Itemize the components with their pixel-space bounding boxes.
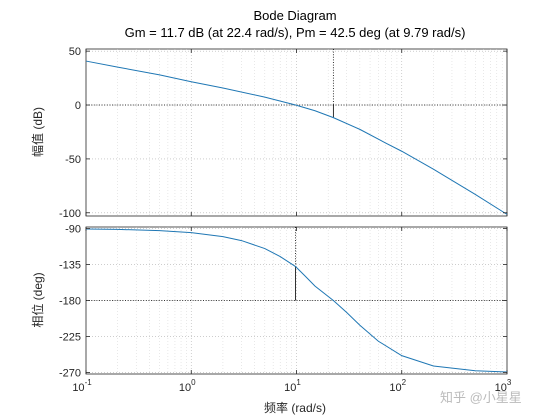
x-tick-label: 102 [389,378,406,394]
y-tick-label: -180 [59,296,81,308]
y-tick-label: -100 [59,208,81,220]
y-tick-label: 50 [69,46,81,58]
magnitude-series [85,60,508,215]
magnitude-y-label: 幅值 (dB) [30,107,45,157]
y-tick-label: -135 [59,260,81,272]
phase-y-ticks: -90 -135 -180 -225 -270 [59,224,507,379]
phase-series-line [85,228,508,373]
x-tick-label: 101 [284,378,301,394]
chart-subtitle: Gm = 11.7 dB (at 22.4 rad/s), Pm = 42.5 … [125,25,466,40]
x-axis-label: 频率 (rad/s) [264,400,326,415]
x-axis-ticks: 10-1 100 101 102 103 [72,378,512,394]
phase-y-label: 相位 (deg) [30,272,45,327]
chart-title: Bode Diagram [253,8,336,23]
phase-series [85,228,508,373]
magnitude-series-line [85,60,508,215]
magnitude-y-ticks: 50 0 -50 -100 [59,46,507,220]
y-tick-label: -90 [65,224,81,236]
x-tick-label: 10-1 [72,378,92,394]
phase-panel: -90 -135 -180 -225 -270 相位 (deg) [30,224,508,379]
y-tick-label: 0 [75,100,81,112]
y-tick-label: -270 [59,367,81,379]
watermark: 知乎 @小星星 [440,390,522,405]
phase-grid [85,227,508,374]
x-tick-label: 100 [179,378,196,394]
y-tick-label: -225 [59,331,81,343]
y-tick-label: -50 [65,154,81,166]
x-tick-label: 103 [495,378,512,394]
magnitude-panel: 50 0 -50 -100 幅值 (dB) [30,46,508,220]
